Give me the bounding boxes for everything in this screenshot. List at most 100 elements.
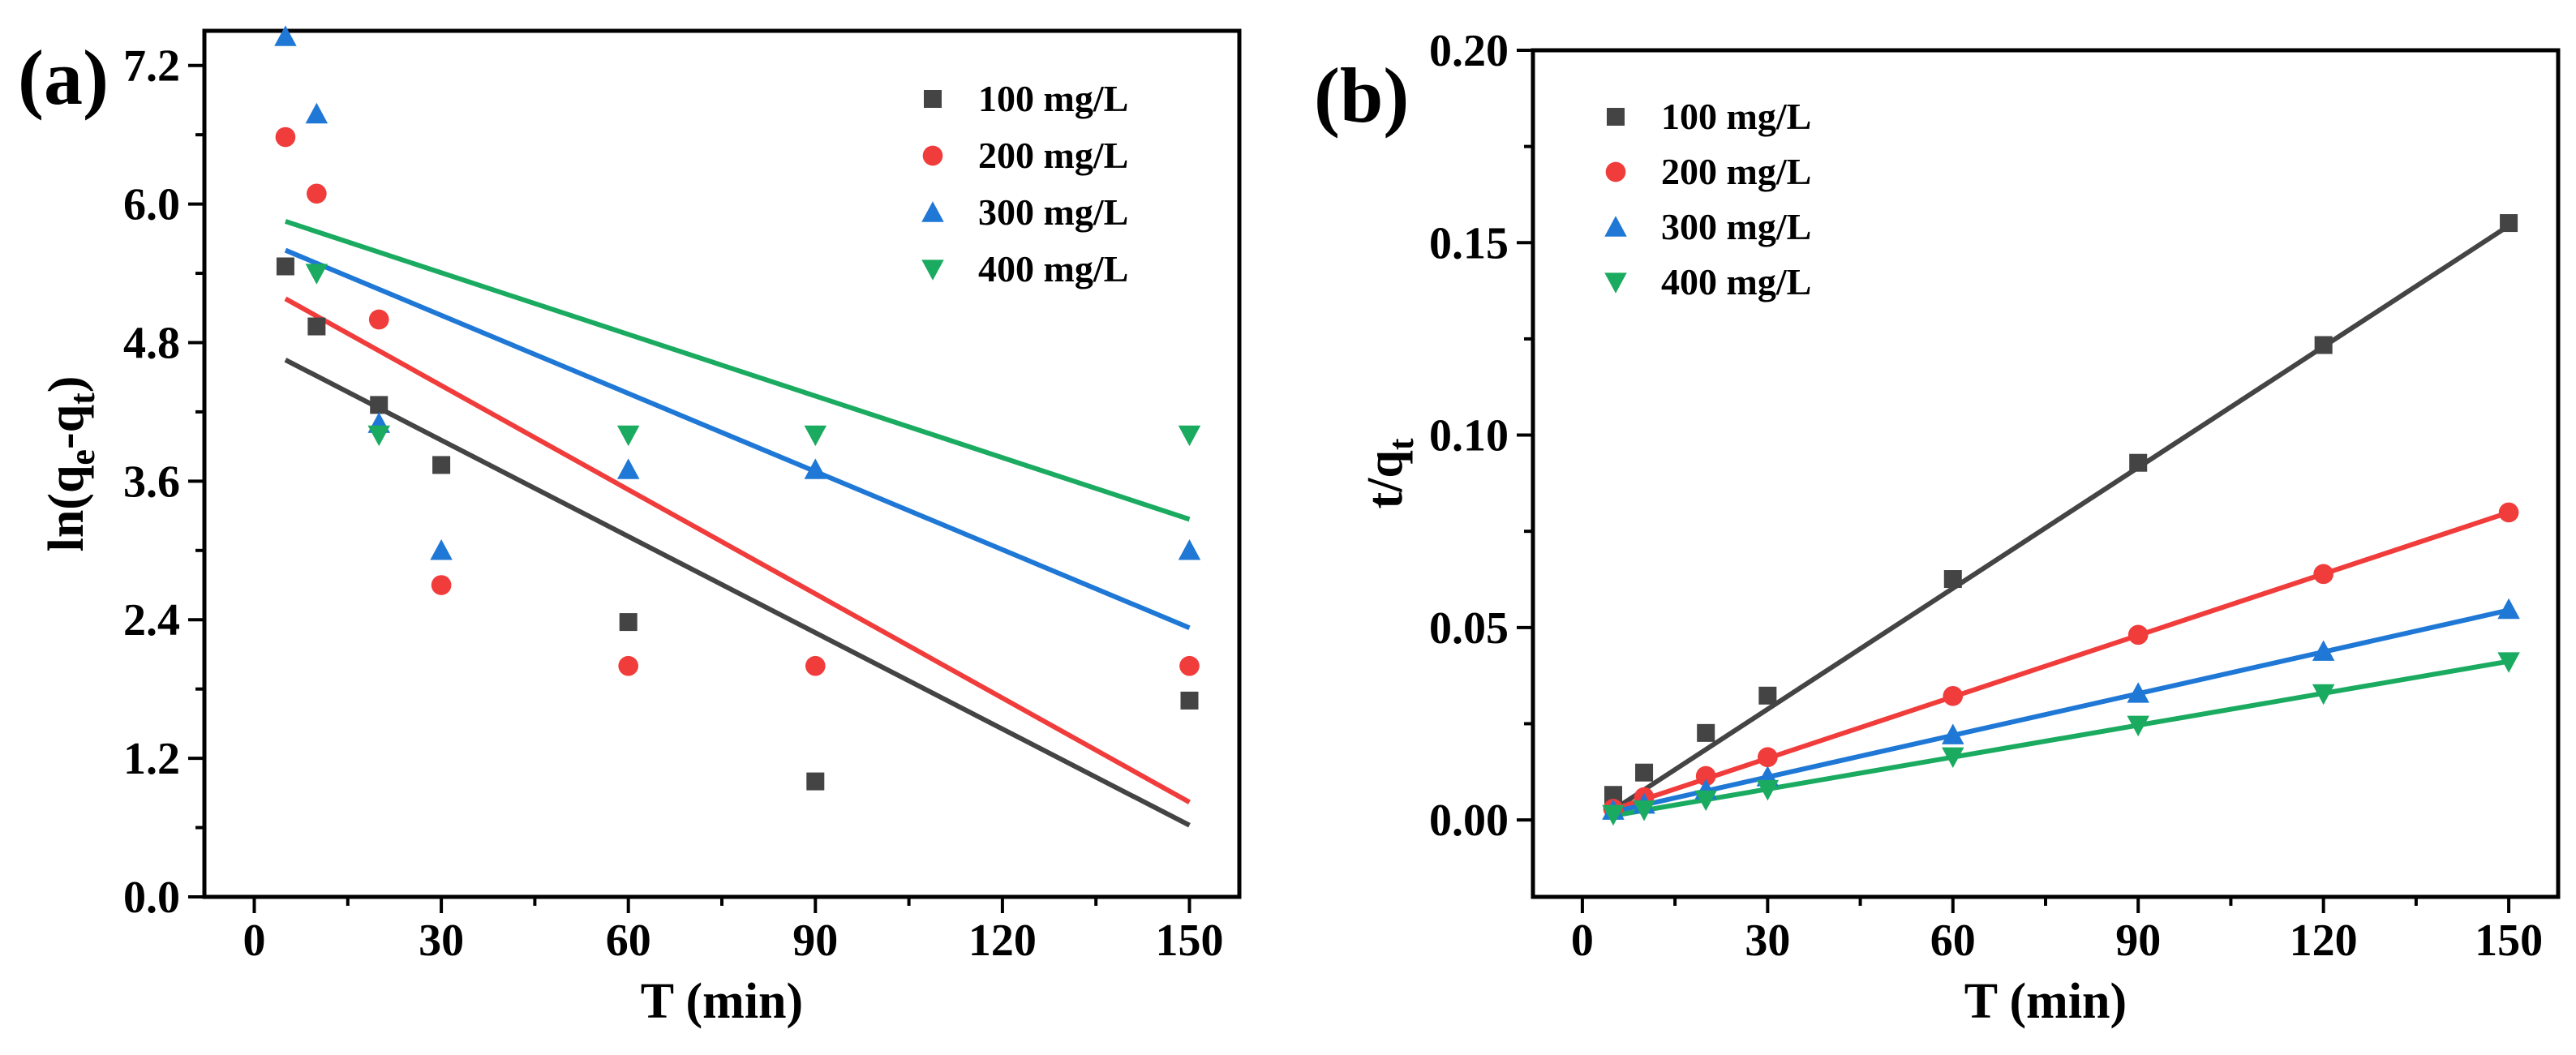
panel-a-point-300-mg-l-1 [305, 102, 328, 124]
panel-b-point-100-mg-l-0 [1604, 786, 1622, 804]
panel-a-fit-line-200-mg-l [284, 296, 1191, 804]
panel-b-point-300-mg-l-5 [2127, 682, 2149, 703]
panel-b-label: (b) [1314, 52, 1409, 139]
panel-b-xtick-label-1: 30 [1745, 916, 1790, 966]
panel-b-legend-label-100-mg-l: 100 mg/L [1661, 96, 1811, 137]
panel-a-point-300-mg-l-4 [616, 458, 640, 479]
panel-b-legend-marker-200-mg-l [1605, 161, 1626, 182]
panel-a-point-400-mg-l-2 [616, 425, 640, 447]
panel-a-legend-label-400-mg-l: 400 mg/L [978, 248, 1128, 289]
panel-a-ytick-label-0: 0.0 [123, 873, 180, 923]
panel-b-point-400-mg-l-5 [2127, 715, 2149, 737]
panel-a-point-200-mg-l-3 [431, 575, 452, 595]
panel-a-ytick-label-2: 2.4 [123, 595, 180, 645]
panel-b-legend-label-300-mg-l: 300 mg/L [1661, 206, 1811, 247]
panel-b-point-100-mg-l-5 [2129, 453, 2148, 472]
panel-a-xlabel: T (min) [641, 974, 803, 1029]
panel-a-xtick-label-1: 30 [419, 916, 464, 966]
panel-b-point-300-mg-l-7 [2497, 598, 2520, 620]
panel-a-legend-marker-100-mg-l [924, 90, 942, 108]
chart-panel-a: (a) 0 30 60 90 120 150 0.0 1.2 2.4 3.6 4.8 6.0 7.2 1… [18, 25, 1242, 1029]
panel-b-fit-line-100-mg-l [1612, 223, 2510, 813]
panel-b-point-400-mg-l-7 [2497, 652, 2520, 673]
panel-b-ytick-label-3: 0.15 [1429, 218, 1509, 268]
panel-b-point-300-mg-l-6 [2312, 640, 2335, 661]
panel-a-xtick-label-3: 90 [792, 916, 838, 966]
panel-a-point-100-mg-l-0 [276, 257, 294, 276]
panel-b-xtick-label-0: 0 [1571, 916, 1594, 966]
panel-b-point-400-mg-l-3 [1756, 779, 1780, 801]
panel-a-point-200-mg-l-4 [618, 655, 639, 676]
panel-a-point-200-mg-l-0 [275, 127, 296, 148]
panel-a-ytick-label-4: 4.8 [123, 318, 180, 368]
panel-a-point-400-mg-l-4 [1178, 425, 1201, 447]
panel-a-legend-marker-300-mg-l [921, 201, 944, 222]
panel-b-point-200-mg-l-7 [2498, 502, 2519, 523]
panel-a-point-300-mg-l-3 [430, 539, 453, 560]
panel-b-ylabel: t/qt [1358, 438, 1421, 508]
panel-b-ytick-label-0: 0.00 [1429, 796, 1509, 846]
panel-a-xtick-label-5: 150 [1156, 916, 1224, 966]
panel-a-ytick-label-1: 1.2 [123, 734, 180, 784]
panel-a-label: (a) [18, 34, 109, 121]
panel-a-point-100-mg-l-4 [619, 613, 638, 632]
panel-a-point-200-mg-l-5 [805, 655, 826, 676]
panel-b-fit-line-200-mg-l [1612, 510, 2510, 813]
panel-b-ytick-label-1: 0.05 [1429, 603, 1509, 654]
panel-a-point-300-mg-l-6 [1178, 539, 1201, 560]
panel-a-ytick-label-6: 7.2 [123, 41, 180, 92]
panel-b-point-400-mg-l-6 [2312, 684, 2335, 705]
panel-a-point-200-mg-l-1 [307, 183, 327, 204]
panel-b-ytick-label-2: 0.10 [1429, 411, 1509, 461]
panel-b-point-200-mg-l-5 [2127, 624, 2149, 645]
panel-b-point-400-mg-l-2 [1694, 790, 1717, 812]
panel-b-point-300-mg-l-4 [1942, 723, 1964, 744]
panel-b-ytick-label-4: 0.20 [1429, 26, 1509, 76]
panel-b-legend-marker-300-mg-l [1604, 216, 1627, 237]
panel-a-point-300-mg-l-5 [804, 458, 827, 479]
panel-b-point-100-mg-l-2 [1697, 723, 1715, 742]
panel-b-point-200-mg-l-4 [1943, 685, 1964, 706]
panel-a-point-300-mg-l-0 [274, 25, 297, 46]
panel-b-point-400-mg-l-0 [1602, 804, 1625, 826]
panel-a-ytick-label-3: 3.6 [123, 457, 180, 507]
panel-a-fit-line-400-mg-l [284, 219, 1191, 522]
panel-a-legend-label-300-mg-l: 300 mg/L [978, 191, 1128, 233]
panel-b-fit-line-400-mg-l [1612, 658, 2509, 818]
panel-a-point-400-mg-l-3 [804, 425, 827, 447]
panel-b-legend-marker-400-mg-l [1604, 272, 1627, 294]
panel-b-point-200-mg-l-2 [1695, 766, 1716, 787]
panel-a-fit-line-100-mg-l [284, 358, 1191, 828]
panel-a-fit-line-300-mg-l [284, 247, 1191, 630]
panel-a-point-100-mg-l-1 [307, 317, 326, 336]
panel-b-xtick-label-4: 120 [2290, 916, 2358, 966]
panel-b-point-100-mg-l-4 [1943, 570, 1962, 589]
panel-b-legend-marker-100-mg-l [1607, 108, 1625, 126]
panel-b-point-400-mg-l-1 [1633, 800, 1655, 821]
panel-a-xtick-label-4: 120 [968, 916, 1037, 966]
panel-b-xtick-label-3: 90 [2115, 916, 2161, 966]
panel-a-ytick-label-5: 6.0 [123, 180, 180, 230]
panel-b-point-100-mg-l-3 [1758, 686, 1777, 705]
panel-a-legend-label-200-mg-l: 200 mg/L [978, 135, 1128, 176]
panel-a-point-200-mg-l-6 [1179, 655, 1200, 676]
panel-b-xtick-label-2: 60 [1930, 916, 1976, 966]
panel-b-point-200-mg-l-6 [2313, 564, 2333, 585]
panel-b-point-100-mg-l-7 [2500, 214, 2518, 233]
panel-a-legend-label-100-mg-l: 100 mg/L [978, 78, 1128, 119]
panel-a-point-100-mg-l-6 [1180, 691, 1199, 710]
panel-a-ylabel: ln(qe-qt) [39, 376, 102, 552]
panel-a-point-200-mg-l-2 [368, 309, 389, 330]
chart-panel-b: (b) 0 30 60 90 120 150 0.00 0.05 0.10 0.15 0.20 10… [1314, 26, 2561, 1029]
panel-b-fit-line-300-mg-l [1612, 607, 2509, 815]
panel-b-point-400-mg-l-4 [1942, 747, 1964, 769]
panel-b-point-100-mg-l-1 [1635, 763, 1654, 782]
panel-a-point-400-mg-l-0 [305, 264, 328, 285]
panel-a-xtick-label-2: 60 [606, 916, 651, 966]
panel-a-point-100-mg-l-5 [806, 772, 825, 791]
panel-b-xtick-label-5: 150 [2475, 916, 2543, 966]
panel-a-xtick-label-0: 0 [243, 916, 265, 966]
panel-a-point-100-mg-l-3 [432, 456, 451, 474]
panel-a-point-400-mg-l-1 [367, 425, 390, 447]
